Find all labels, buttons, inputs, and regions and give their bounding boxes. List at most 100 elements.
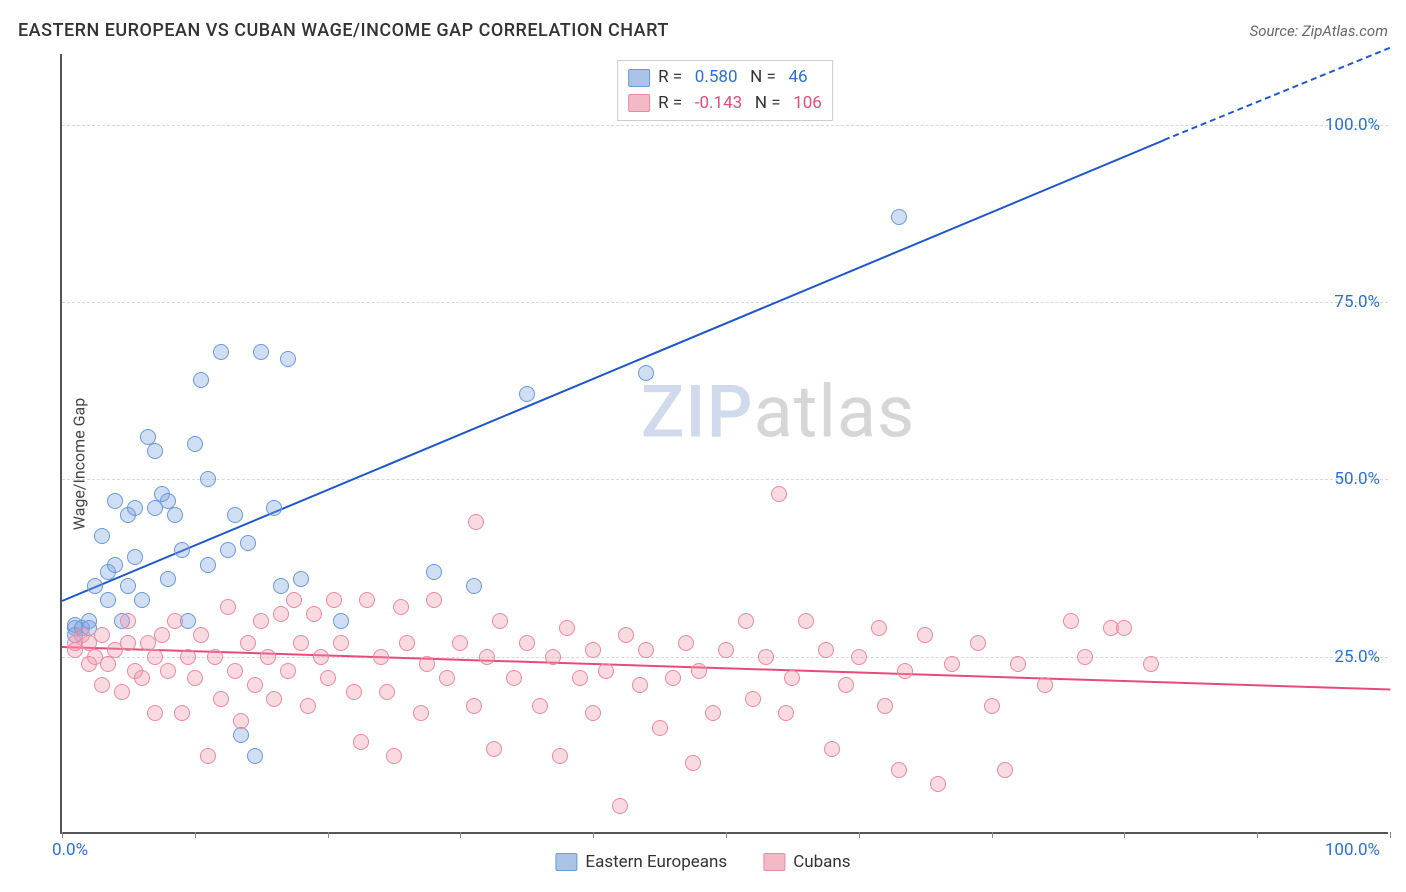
gridline: [62, 479, 1388, 480]
data-point: [147, 649, 163, 665]
data-point: [293, 571, 309, 587]
data-point: [1010, 656, 1026, 672]
data-point: [233, 727, 249, 743]
data-point: [240, 635, 256, 651]
data-point: [94, 677, 110, 693]
data-point: [891, 762, 907, 778]
data-point: [426, 592, 442, 608]
x-tick: [726, 832, 727, 838]
data-point: [532, 698, 548, 714]
data-point: [738, 613, 754, 629]
data-point: [468, 514, 484, 530]
data-point: [984, 698, 1000, 714]
data-point: [552, 748, 568, 764]
data-point: [758, 649, 774, 665]
data-point: [320, 670, 336, 686]
data-point: [466, 578, 482, 594]
legend-stat-text: R = 0.580 N = 46: [658, 65, 807, 91]
data-point: [426, 564, 442, 580]
data-point: [247, 677, 263, 693]
data-point: [306, 606, 322, 622]
watermark-zip: ZIP: [641, 369, 754, 454]
data-point: [174, 542, 190, 558]
data-point: [944, 656, 960, 672]
data-point: [266, 500, 282, 516]
data-point: [300, 698, 316, 714]
data-point: [851, 649, 867, 665]
x-tick: [460, 832, 461, 838]
data-point: [107, 493, 123, 509]
data-point: [379, 684, 395, 700]
data-point: [519, 635, 535, 651]
legend-stat-row: R = -0.143 N = 106: [628, 91, 822, 117]
data-point: [665, 670, 681, 686]
data-point: [452, 635, 468, 651]
data-point: [134, 670, 150, 686]
data-point: [127, 549, 143, 565]
data-point: [167, 613, 183, 629]
data-point: [213, 691, 229, 707]
data-point: [280, 351, 296, 367]
plot-area: ZIPatlas R = 0.580 N = 46R = -0.143 N = …: [60, 54, 1388, 834]
data-point: [286, 592, 302, 608]
x-tick: [1390, 832, 1391, 838]
gridline: [62, 125, 1388, 126]
data-point: [1116, 620, 1132, 636]
x-tick: [195, 832, 196, 838]
x-tick: [593, 832, 594, 838]
data-point: [346, 684, 362, 700]
data-point: [838, 677, 854, 693]
data-point: [207, 649, 223, 665]
data-point: [193, 627, 209, 643]
legend-item: Eastern Europeans: [555, 852, 727, 872]
data-point: [771, 486, 787, 502]
data-point: [638, 642, 654, 658]
data-point: [930, 776, 946, 792]
data-point: [824, 741, 840, 757]
data-point: [585, 642, 601, 658]
data-point: [353, 734, 369, 750]
y-tick-label: 25.0%: [1334, 647, 1380, 667]
legend-swatch: [628, 94, 650, 112]
data-point: [585, 705, 601, 721]
data-point: [167, 507, 183, 523]
y-tick-label: 100.0%: [1325, 115, 1380, 135]
data-point: [160, 571, 176, 587]
data-point: [280, 663, 296, 679]
y-tick-label: 50.0%: [1334, 469, 1380, 489]
chart-title: EASTERN EUROPEAN VS CUBAN WAGE/INCOME GA…: [18, 20, 669, 41]
legend-swatch: [628, 69, 650, 87]
x-tick: [62, 832, 63, 838]
data-point: [559, 620, 575, 636]
data-point: [419, 656, 435, 672]
data-point: [114, 684, 130, 700]
data-point: [220, 599, 236, 615]
data-point: [147, 705, 163, 721]
gridline: [62, 302, 1388, 303]
legend-stat-row: R = 0.580 N = 46: [628, 65, 822, 91]
data-point: [917, 627, 933, 643]
data-point: [293, 635, 309, 651]
data-point: [1077, 649, 1093, 665]
data-point: [506, 670, 522, 686]
x-tick-label-right: 100.0%: [1325, 840, 1380, 860]
data-point: [897, 663, 913, 679]
data-point: [778, 705, 794, 721]
data-point: [200, 557, 216, 573]
legend-swatch: [763, 853, 785, 871]
data-point: [147, 443, 163, 459]
x-tick: [992, 832, 993, 838]
data-point: [638, 365, 654, 381]
data-point: [652, 720, 668, 736]
data-point: [466, 698, 482, 714]
data-point: [784, 670, 800, 686]
data-point: [745, 691, 761, 707]
data-point: [233, 713, 249, 729]
data-point: [187, 436, 203, 452]
data-point: [100, 656, 116, 672]
data-point: [94, 627, 110, 643]
data-point: [100, 592, 116, 608]
data-point: [413, 705, 429, 721]
data-point: [134, 592, 150, 608]
data-point: [273, 578, 289, 594]
